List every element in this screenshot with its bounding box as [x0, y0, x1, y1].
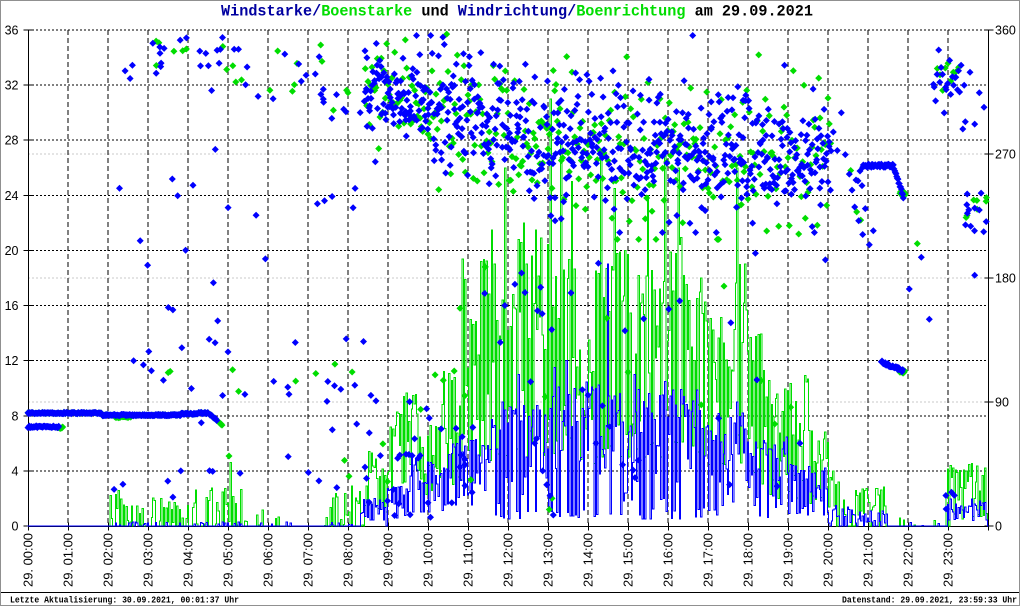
svg-text:am 29.09.2021: am 29.09.2021: [686, 3, 814, 21]
svg-text:29. 06:00: 29. 06:00: [262, 533, 276, 587]
svg-text:29. 10:00: 29. 10:00: [422, 533, 436, 587]
svg-text:16: 16: [5, 299, 19, 313]
svg-text:29. 18:00: 29. 18:00: [742, 533, 756, 587]
svg-text:0: 0: [995, 520, 1002, 534]
svg-text:29. 07:00: 29. 07:00: [302, 533, 316, 587]
svg-text:24: 24: [5, 189, 19, 203]
svg-text:29. 21:00: 29. 21:00: [862, 533, 876, 587]
svg-text:29. 22:00: 29. 22:00: [902, 533, 916, 587]
svg-text:270: 270: [995, 148, 1016, 162]
svg-text:Boenstarke: Boenstarke: [321, 3, 412, 21]
svg-text:29. 02:00: 29. 02:00: [102, 533, 116, 587]
svg-text:29. 04:00: 29. 04:00: [182, 533, 196, 587]
svg-text:29. 17:00: 29. 17:00: [702, 533, 716, 587]
svg-text:Datenstand: 29.09.2021, 23:59:: Datenstand: 29.09.2021, 23:59:33 Uhr: [842, 596, 1017, 606]
svg-text:36: 36: [5, 24, 19, 38]
svg-text:29. 11:00: 29. 11:00: [462, 533, 476, 587]
svg-text:Boenrichtung: Boenrichtung: [576, 3, 685, 21]
svg-text:4: 4: [12, 464, 19, 478]
svg-text:360: 360: [995, 24, 1016, 38]
svg-text:32: 32: [5, 79, 19, 93]
svg-text:29. 20:00: 29. 20:00: [822, 533, 836, 587]
svg-text:12: 12: [5, 354, 19, 368]
svg-text:29. 16:00: 29. 16:00: [662, 533, 676, 587]
svg-text:29. 14:00: 29. 14:00: [582, 533, 596, 587]
svg-text:29. 03:00: 29. 03:00: [142, 533, 156, 587]
svg-text:Windstarke/: Windstarke/: [221, 3, 321, 21]
svg-text:29. 00:00: 29. 00:00: [22, 533, 36, 587]
svg-text:29. 15:00: 29. 15:00: [622, 533, 636, 587]
svg-text:8: 8: [12, 409, 19, 423]
svg-text:Letzte Aktualisierung: 30.09.2: Letzte Aktualisierung: 30.09.2021, 00:01…: [10, 596, 239, 606]
svg-text:20: 20: [5, 244, 19, 258]
svg-text:und: und: [412, 3, 458, 21]
svg-text:28: 28: [5, 134, 19, 148]
svg-text:180: 180: [995, 272, 1016, 286]
svg-text:29. 09:00: 29. 09:00: [382, 533, 396, 587]
svg-text:29. 08:00: 29. 08:00: [342, 533, 356, 587]
svg-text:29. 13:00: 29. 13:00: [542, 533, 556, 587]
svg-text:29. 23:00: 29. 23:00: [942, 533, 956, 587]
svg-text:29. 05:00: 29. 05:00: [222, 533, 236, 587]
svg-text:29. 19:00: 29. 19:00: [782, 533, 796, 587]
svg-text:Windrichtung/: Windrichtung/: [458, 3, 576, 21]
svg-text:29. 01:00: 29. 01:00: [62, 533, 76, 587]
svg-text:0: 0: [12, 520, 19, 534]
svg-text:90: 90: [995, 396, 1009, 410]
svg-text:29. 12:00: 29. 12:00: [502, 533, 516, 587]
